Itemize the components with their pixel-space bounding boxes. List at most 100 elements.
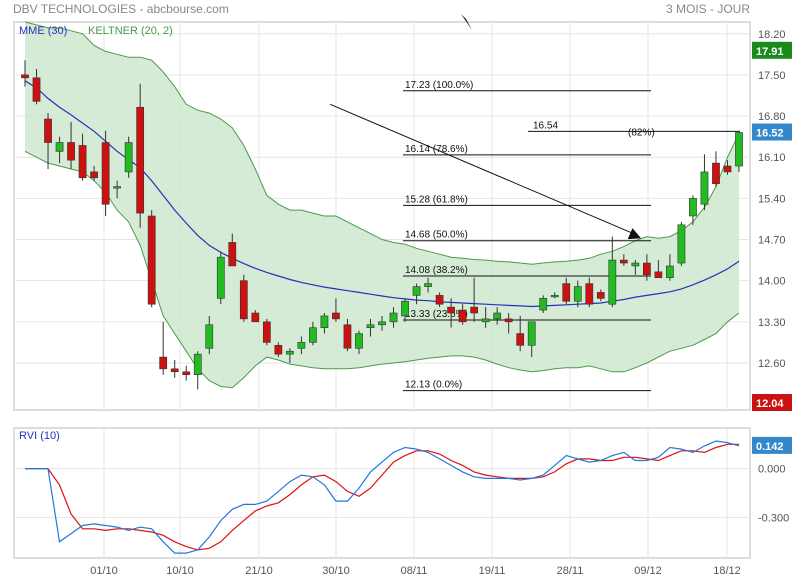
candle-body xyxy=(677,224,686,264)
candle-body xyxy=(562,283,571,302)
x-tick-label: 10/10 xyxy=(166,565,194,577)
fibonacci-level-label: 15.28 (61.8%) xyxy=(405,194,468,205)
x-tick-label: 28/11 xyxy=(557,565,584,577)
candle-body xyxy=(435,295,444,305)
candle-body xyxy=(447,306,455,314)
last-price-tag-bg xyxy=(752,123,792,141)
candle-body xyxy=(320,315,329,328)
candle-body xyxy=(262,321,271,343)
legend-keltner: KELTNER (20, 2) xyxy=(88,25,173,37)
candle-body xyxy=(689,198,697,217)
candle-body xyxy=(643,262,651,276)
fibonacci-level-label: 17.23 (100.0%) xyxy=(405,80,473,91)
rvi-line xyxy=(25,440,740,554)
rvi-plot-area xyxy=(13,427,751,559)
candle-body xyxy=(666,265,674,279)
candle-body xyxy=(32,77,41,102)
candle-body xyxy=(147,215,156,305)
x-tick-label: 09/12 xyxy=(634,565,662,577)
x-tick-label: 21/10 xyxy=(245,565,273,577)
fibonacci-level-label: 13.33 (23.6%) xyxy=(405,309,468,320)
fibonacci-level-label: 12.13 (0.0%) xyxy=(405,380,462,391)
chart-title: DBV TECHNOLOGIES - abcbourse.com xyxy=(13,2,229,16)
keltner-band xyxy=(25,22,739,388)
candle-body xyxy=(654,271,663,279)
candle-body xyxy=(44,118,52,143)
min-price-tag-bg xyxy=(752,394,792,411)
candle-body xyxy=(170,368,179,373)
chart-period: 3 MOIS - JOUR xyxy=(666,2,750,16)
candle-body xyxy=(504,318,513,323)
rvi-last-tag: 0.142 xyxy=(756,441,784,453)
candle-body xyxy=(251,312,260,323)
price-panel: 18.20 17.50 16.80 16.10 15.40 14.70 14.00 13.30… xyxy=(13,14,792,411)
candle-body xyxy=(700,171,709,205)
rvi-panel: 0.000 -0.300 RVI (10) 0.142 xyxy=(13,427,792,559)
candle-body xyxy=(274,345,283,355)
price-y-tick-label: 16.10 xyxy=(758,152,786,164)
price-y-tick-label: 14.00 xyxy=(758,276,786,288)
candle-body xyxy=(596,292,605,299)
candle-body xyxy=(631,262,640,267)
candle-body xyxy=(101,142,110,205)
x-tick-label: 08/11 xyxy=(401,565,428,577)
candle-body xyxy=(424,283,432,287)
max-price-tag: 17.91 xyxy=(756,46,784,58)
candle-body xyxy=(723,165,732,173)
mme-line xyxy=(24,80,740,308)
candle-body xyxy=(493,312,502,320)
candle-body xyxy=(527,321,536,346)
max-price-tag-bg xyxy=(752,41,792,59)
price-y-tick-label: 18.20 xyxy=(758,29,786,41)
candle-body xyxy=(297,342,306,349)
candle-body xyxy=(516,333,525,346)
candle-body xyxy=(193,353,202,376)
candle-body xyxy=(113,186,121,189)
price-y-tick-label: 16.80 xyxy=(758,111,786,123)
price-y-tick-label: 17.50 xyxy=(758,70,786,82)
keltner-upper-line xyxy=(24,21,740,265)
candle-body xyxy=(412,286,421,296)
rvi-last-tag-bg xyxy=(752,436,792,454)
last-price-tag: 16.52 xyxy=(756,128,784,140)
min-price-tag: 12.04 xyxy=(756,398,784,410)
candle-body xyxy=(124,142,133,173)
x-tick-label: 30/10 xyxy=(322,565,350,577)
rvi-legend: RVI (10) xyxy=(19,430,60,442)
candle-body xyxy=(159,356,168,370)
candle-body xyxy=(286,350,294,355)
candle-body xyxy=(332,312,340,320)
candle-body xyxy=(366,324,375,328)
candle-body xyxy=(182,371,191,376)
candle-body xyxy=(470,306,478,314)
candle-body xyxy=(378,321,386,326)
candle-body xyxy=(550,295,559,298)
extra-level-label: 16.54 xyxy=(533,120,558,131)
candle-body xyxy=(309,327,317,343)
candle-body xyxy=(21,74,29,79)
candle-body xyxy=(343,324,352,349)
candle-body xyxy=(735,132,743,167)
x-tick-label: 01/10 xyxy=(90,565,118,577)
candle-body xyxy=(539,298,548,311)
top-arrow-head xyxy=(461,14,472,30)
candle-body xyxy=(55,142,64,152)
candle-body xyxy=(401,300,409,317)
fibonacci-level-label: 14.08 (38.2%) xyxy=(405,265,468,276)
rvi-y-tick-label: 0.000 xyxy=(758,464,786,476)
rvi-y-tick-label: -0.300 xyxy=(758,512,789,524)
price-y-tick-label: 14.70 xyxy=(758,235,786,247)
candle-body xyxy=(619,259,628,264)
price-y-tick-label: 13.30 xyxy=(758,317,786,329)
candle-body xyxy=(90,171,98,179)
candle-body xyxy=(205,324,214,349)
x-tick-label: 18/12 xyxy=(713,565,741,577)
candle-body xyxy=(136,106,145,214)
candle-body xyxy=(481,318,490,323)
candle-body xyxy=(608,259,617,305)
x-tick-label: 19/11 xyxy=(479,565,506,577)
candle-body xyxy=(585,283,594,305)
fibonacci-level-label: 14.68 (50.0%) xyxy=(405,230,468,241)
